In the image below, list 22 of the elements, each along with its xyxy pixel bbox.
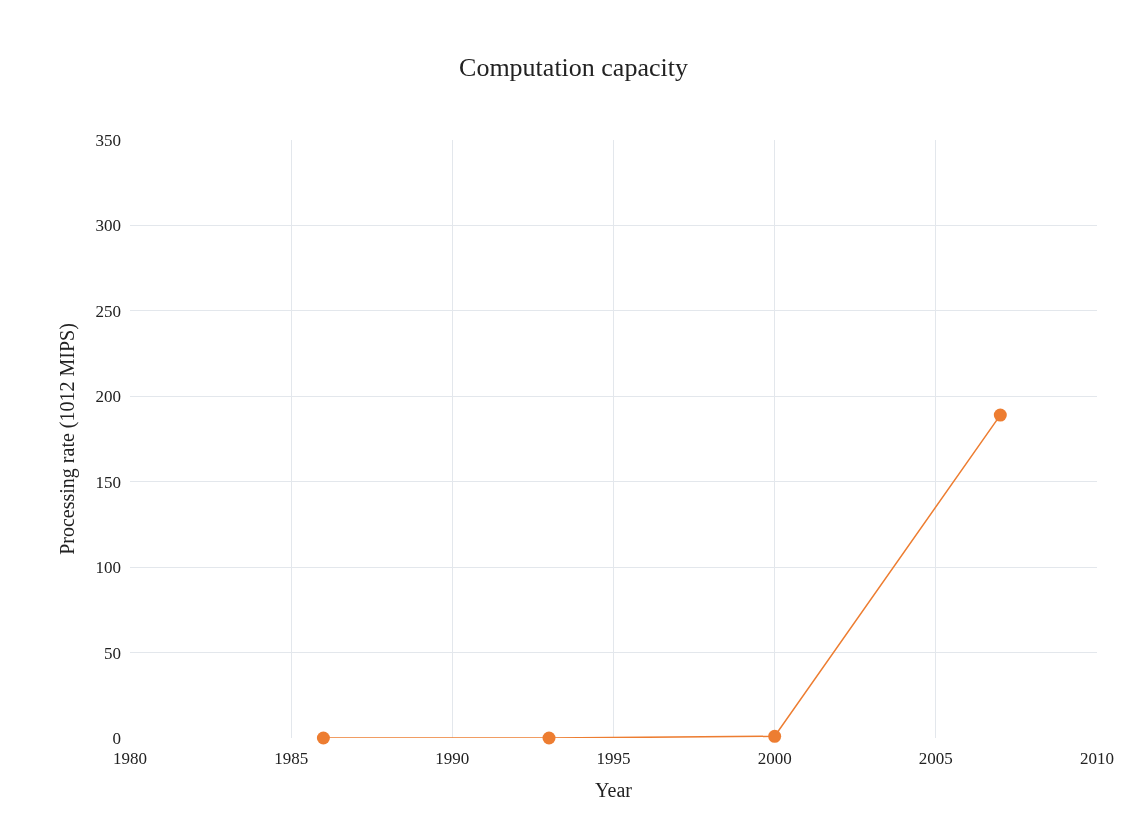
x-tick-label: 1995 <box>596 749 631 768</box>
y-axis-title: Processing rate (1012 MIPS) <box>56 323 79 555</box>
x-tick-label: 2005 <box>918 749 953 768</box>
y-tick-label: 350 <box>95 130 121 150</box>
y-tick-label: 300 <box>95 216 121 236</box>
chart-title: Computation capacity <box>459 53 688 83</box>
x-axis-title: Year <box>595 778 633 801</box>
point <box>542 731 556 745</box>
point <box>993 408 1007 422</box>
x-tick-label: 1990 <box>435 749 470 768</box>
y-tick-label: 150 <box>95 472 121 492</box>
x-tick-label: 1980 <box>113 749 147 768</box>
x-tick-label: 2010 <box>1080 749 1114 768</box>
x-tick-label: 1985 <box>274 749 309 768</box>
y-tick-label: 250 <box>95 301 121 321</box>
y-tick-label: 0 <box>112 728 121 748</box>
y-tick-label: 200 <box>95 387 121 407</box>
x-tick-label: 2000 <box>757 749 792 768</box>
y-tick-label: 50 <box>104 643 121 663</box>
point <box>768 729 782 743</box>
point <box>316 731 330 745</box>
y-tick-label: 100 <box>95 558 121 578</box>
